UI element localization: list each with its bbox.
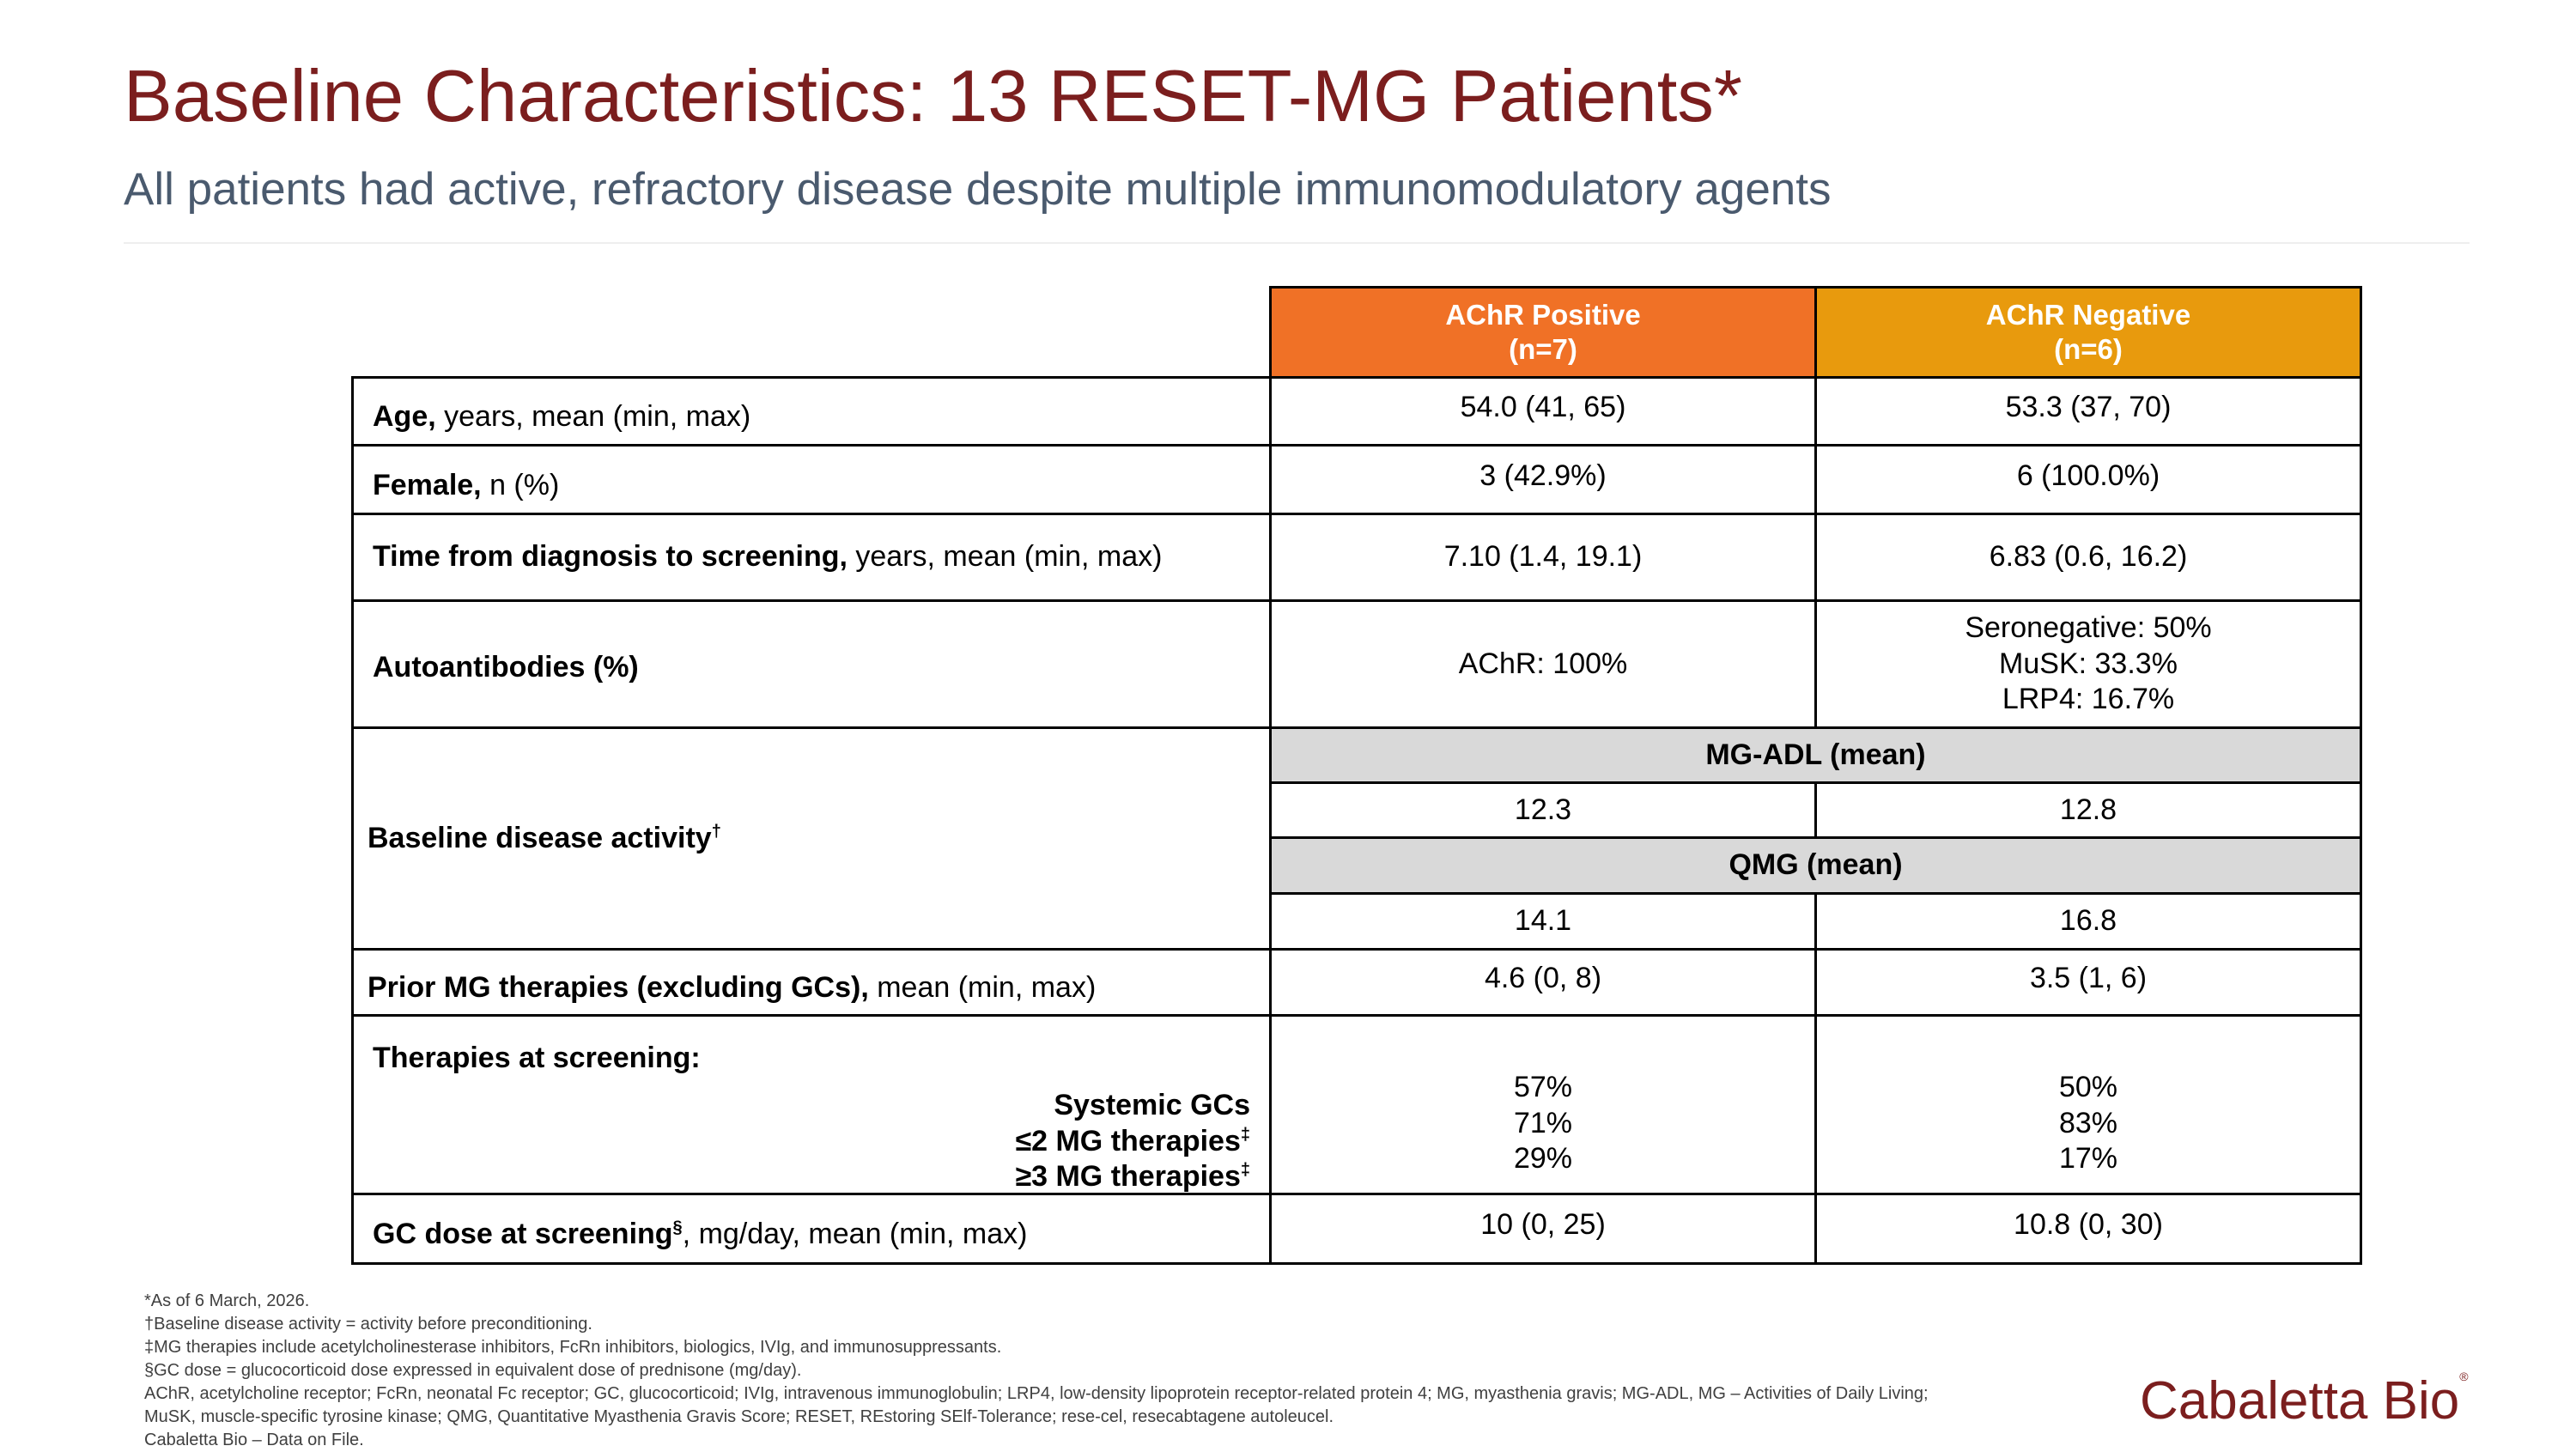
- age-pos: 54.0 (41, 65): [1269, 376, 1817, 447]
- therapies-pos-le2: 71%: [1513, 1106, 1573, 1139]
- autoantibodies-label-bold: Autoantibodies (%): [373, 650, 639, 683]
- age-label-bold: Age,: [373, 400, 436, 434]
- header-achr-negative: AChR Negative (n=6): [1814, 286, 2362, 379]
- age-neg: 53.3 (37, 70): [1814, 376, 2362, 447]
- row-prior-label: Prior MG therapies (excluding GCs), mean…: [351, 948, 1272, 1017]
- mgadl-header: MG-ADL (mean): [1269, 726, 2362, 784]
- gc-neg: 10.8 (0, 30): [1814, 1193, 2362, 1265]
- therapies-neg-le2: 83%: [2058, 1106, 2118, 1139]
- footnote: †Baseline disease activity = activity be…: [144, 1315, 592, 1334]
- qmg-pos: 14.1: [1269, 892, 1817, 951]
- mgadl-neg: 12.8: [1814, 781, 2362, 839]
- baseline-label-bold: Baseline disease activity: [368, 821, 712, 854]
- prior-pos: 4.6 (0, 8): [1269, 948, 1817, 1017]
- header-achr-positive: AChR Positive (n=7): [1269, 286, 1817, 379]
- prior-label-bold: Prior MG therapies (excluding GCs),: [368, 971, 869, 1005]
- therapies-pos-ge3: 29%: [1513, 1142, 1573, 1176]
- prior-neg: 3.5 (1, 6): [1814, 948, 2362, 1017]
- page-title: Baseline Characteristics: 13 RESET-MG Pa…: [124, 56, 1742, 137]
- registered-mark: ®: [2459, 1370, 2469, 1383]
- footnotes: *As of 6 March, 2026. †Baseline disease …: [144, 1290, 1929, 1452]
- footnote: *As of 6 March, 2026.: [144, 1291, 310, 1310]
- therapies-neg: 50% 83% 17%: [1814, 1014, 2362, 1195]
- page-subtitle: All patients had active, refractory dise…: [124, 164, 1832, 215]
- therapies-pos-systemic: 57%: [1513, 1071, 1573, 1104]
- gc-label-rest: , mg/day, mean (min, max): [682, 1218, 1028, 1251]
- therapies-item-le2: ≤2 MG therapies: [1015, 1124, 1241, 1157]
- therapies-item-systemic-gcs: Systemic GCs: [1054, 1089, 1250, 1122]
- gc-section-mark: §: [672, 1218, 683, 1237]
- therapies-pos: 57% 71% 29%: [1269, 1014, 1817, 1195]
- time-label-rest: years, mean (min, max): [847, 540, 1163, 574]
- therapies-neg-systemic: 50%: [2058, 1071, 2118, 1104]
- company-logo: Cabaletta Bio®: [2140, 1370, 2469, 1431]
- logo-text: Cabaletta Bio: [2140, 1371, 2460, 1431]
- therapies-heading: Therapies at screening:: [373, 1042, 701, 1074]
- mgadl-pos: 12.3: [1269, 781, 1817, 839]
- footnote: Cabaletta Bio – Data on File.: [144, 1431, 364, 1449]
- therapies-item-ge3-mark: ‡: [1240, 1161, 1250, 1181]
- therapies-item-ge3: ≥3 MG therapies: [1015, 1160, 1241, 1194]
- gc-label-bold: GC dose at screening: [373, 1218, 673, 1251]
- female-label-bold: Female,: [373, 468, 482, 501]
- autoantibodies-neg: Seronegative: 50% MuSK: 33.3% LRP4: 16.7…: [1814, 599, 2362, 729]
- female-neg: 6 (100.0%): [1814, 444, 2362, 515]
- female-pos: 3 (42.9%): [1269, 444, 1817, 515]
- header-achr-negative-label: AChR Negative: [1985, 298, 2191, 331]
- time-neg: 6.83 (0.6, 16.2): [1814, 513, 2362, 602]
- row-therapies-label: Therapies at screening: Systemic GCs ≤2 …: [351, 1014, 1272, 1195]
- row-age-label: Age, years, mean (min, max): [351, 376, 1272, 447]
- title-divider: [124, 242, 2470, 244]
- row-gc-label: GC dose at screening§, mg/day, mean (min…: [351, 1193, 1272, 1265]
- autoantibodies-pos: AChR: 100%: [1269, 599, 1817, 729]
- footnote: §GC dose = glucocorticoid dose expressed…: [144, 1361, 802, 1380]
- header-achr-positive-n: (n=7): [1509, 333, 1577, 365]
- row-autoantibodies-label: Autoantibodies (%): [351, 599, 1272, 729]
- footnote: AChR, acetylcholine receptor; FcRn, neon…: [144, 1384, 1929, 1403]
- time-pos: 7.10 (1.4, 19.1): [1269, 513, 1817, 602]
- header-achr-negative-n: (n=6): [2054, 333, 2123, 365]
- autoantibodies-neg-seronegative: Seronegative: 50%: [1965, 611, 2212, 645]
- footnote: ‡MG therapies include acetylcholinestera…: [144, 1338, 1002, 1357]
- therapies-neg-ge3: 17%: [2058, 1142, 2118, 1176]
- autoantibodies-neg-musk: MuSK: 33.3%: [1999, 647, 2178, 680]
- therapies-item-le2-mark: ‡: [1240, 1125, 1250, 1145]
- row-female-label: Female, n (%): [351, 444, 1272, 515]
- female-label-rest: n (%): [481, 468, 560, 501]
- qmg-header: QMG (mean): [1269, 836, 2362, 895]
- time-label-bold: Time from diagnosis to screening,: [373, 540, 848, 574]
- prior-label-rest: mean (min, max): [868, 971, 1097, 1005]
- autoantibodies-neg-lrp4: LRP4: 16.7%: [2002, 683, 2175, 716]
- age-label-rest: years, mean (min, max): [435, 400, 751, 434]
- gc-pos: 10 (0, 25): [1269, 1193, 1817, 1265]
- header-achr-positive-label: AChR Positive: [1445, 298, 1641, 331]
- qmg-neg: 16.8: [1814, 892, 2362, 951]
- footnote: MuSK, muscle-specific tyrosine kinase; Q…: [144, 1407, 1334, 1426]
- row-time-label: Time from diagnosis to screening, years,…: [351, 513, 1272, 602]
- row-baseline-label: Baseline disease activity†: [351, 726, 1272, 951]
- baseline-dagger: †: [711, 822, 721, 841]
